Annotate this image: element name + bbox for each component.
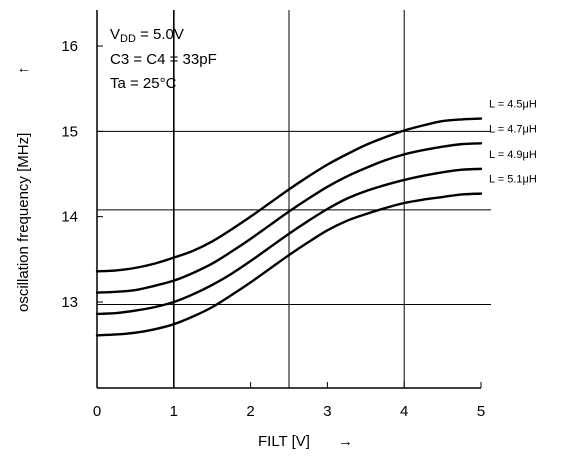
x-axis-arrow: → — [338, 433, 353, 450]
x-axis-title: FILT [V] — [258, 433, 310, 450]
x-tick-label: 4 — [400, 403, 408, 420]
y-axis-arrow: ↑ — [15, 67, 32, 75]
x-tick-label: 0 — [93, 403, 101, 420]
series-line-4 — [95, 192, 483, 337]
condition-annotations: VDD = 5.0V C3 = C4 = 33pF Ta = 25°C — [110, 26, 217, 92]
series-labels: L = 4.5μH L = 4.7μH L = 4.9μH L = 5.1μH — [489, 99, 537, 186]
y-tick-label: 15 — [61, 123, 78, 140]
capacitance-annotation: C3 = C4 = 33pF — [110, 51, 217, 68]
series-line-1 — [95, 117, 483, 273]
temperature-annotation: Ta = 25°C — [110, 75, 177, 92]
axes — [96, 10, 482, 389]
x-tick-label: 5 — [477, 403, 485, 420]
x-tick-label: 1 — [170, 403, 178, 420]
series-label-3: L = 4.9μH — [489, 149, 537, 161]
tick-labels: 0 1 2 3 4 5 13 14 15 16 — [61, 38, 485, 420]
series-line-2 — [95, 142, 483, 294]
y-tick-label: 14 — [61, 209, 78, 226]
vdd-annotation: VDD = 5.0V — [110, 26, 184, 45]
series-label-4: L = 5.1μH — [489, 174, 537, 186]
y-tick-label: 13 — [61, 294, 78, 311]
series-label-1: L = 4.5μH — [489, 99, 537, 111]
series-line-3 — [95, 167, 483, 316]
y-axis-title: oscillation frequency [MHz] — [15, 133, 32, 312]
x-tick-label: 3 — [323, 403, 331, 420]
y-tick-label: 16 — [61, 38, 78, 55]
x-tick-label: 2 — [246, 403, 254, 420]
series-label-2: L = 4.7μH — [489, 123, 537, 135]
series-curves — [95, 117, 483, 337]
